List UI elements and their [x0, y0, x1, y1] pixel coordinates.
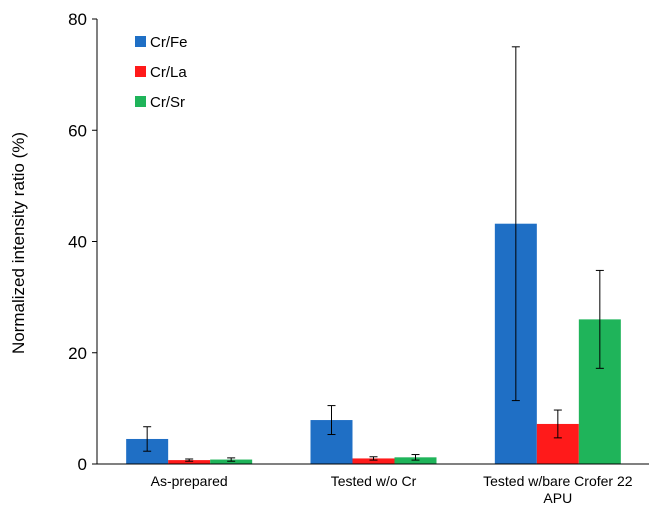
bars	[126, 223, 621, 464]
bar-cr-la-2	[352, 458, 395, 464]
x-tick-label-2: Tested w/o Cr	[331, 473, 417, 489]
y-tick-label-40: 40	[68, 233, 87, 252]
bar-cr-la-1	[168, 460, 211, 464]
legend-swatch-cr-fe	[135, 36, 146, 47]
legend-label-cr-fe: Cr/Fe	[150, 34, 188, 51]
y-tick-label-80: 80	[68, 10, 87, 29]
legend-label-cr-la: Cr/La	[150, 64, 187, 81]
y-axis-title: Normalized intensity ratio (%)	[9, 132, 28, 354]
error-bars	[143, 46, 604, 462]
legend: Cr/Fe Cr/La Cr/Sr	[135, 34, 188, 111]
bar-cr-sr-2	[394, 457, 437, 464]
y-tick-label-20: 20	[68, 344, 87, 363]
bar-cr-sr-1	[210, 459, 253, 464]
y-tick-label-0: 0	[78, 455, 87, 474]
y-tick-label-60: 60	[68, 121, 87, 140]
legend-swatch-cr-la	[135, 66, 146, 77]
x-axis-category-labels: As-prepared Tested w/o Cr Tested w/bare Cr…	[151, 473, 633, 505]
x-tick-label-1: As-prepared	[151, 473, 228, 489]
y-axis-ticks: 0 20 40 60 80	[68, 10, 97, 474]
legend-swatch-cr-sr	[135, 96, 146, 107]
legend-label-cr-sr: Cr/Sr	[150, 94, 185, 111]
x-tick-label-3: Tested w/bare Crofer 22 APU	[483, 473, 633, 505]
